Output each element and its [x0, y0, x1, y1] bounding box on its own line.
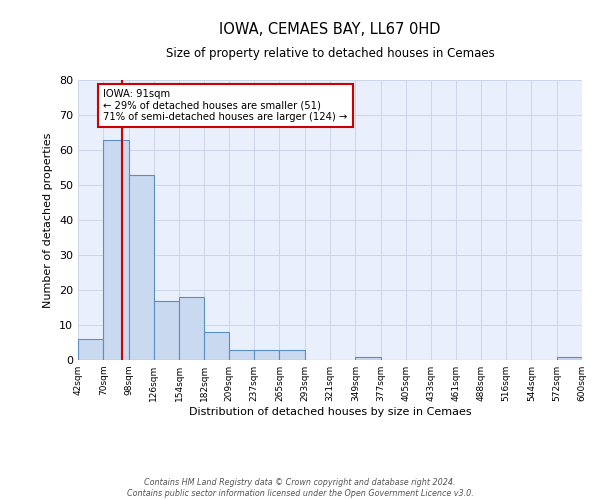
Text: IOWA: 91sqm
← 29% of detached houses are smaller (51)
71% of semi-detached house: IOWA: 91sqm ← 29% of detached houses are… — [103, 89, 347, 122]
Bar — [254, 350, 280, 360]
Text: Contains HM Land Registry data © Crown copyright and database right 2024.
Contai: Contains HM Land Registry data © Crown c… — [127, 478, 473, 498]
Bar — [205, 332, 229, 360]
Bar — [128, 174, 154, 360]
Bar — [154, 300, 179, 360]
Y-axis label: Number of detached properties: Number of detached properties — [43, 132, 53, 308]
X-axis label: Distribution of detached houses by size in Cemaes: Distribution of detached houses by size … — [188, 407, 472, 417]
Text: Size of property relative to detached houses in Cemaes: Size of property relative to detached ho… — [166, 48, 494, 60]
Bar — [355, 356, 380, 360]
Bar — [179, 297, 205, 360]
Bar — [229, 350, 254, 360]
Bar — [280, 350, 305, 360]
Bar — [557, 356, 582, 360]
Text: IOWA, CEMAES BAY, LL67 0HD: IOWA, CEMAES BAY, LL67 0HD — [219, 22, 441, 38]
Bar — [103, 140, 128, 360]
Bar — [78, 339, 103, 360]
